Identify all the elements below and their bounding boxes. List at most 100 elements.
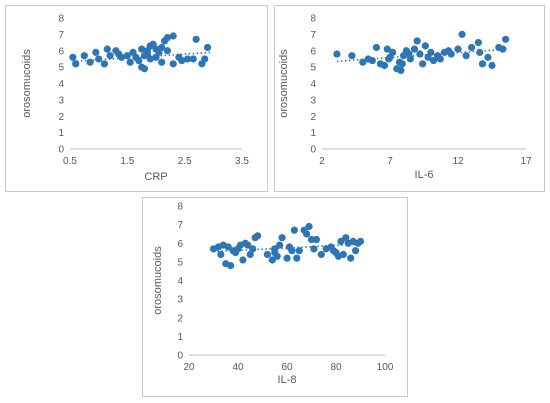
x-tick-label: 12: [452, 156, 464, 167]
data-point: [305, 222, 313, 231]
y-tick-label: 7: [310, 30, 316, 41]
y-tick-label: 8: [58, 14, 64, 25]
y-tick-label: 5: [58, 63, 64, 74]
data-point: [310, 245, 318, 253]
y-tick-label: 2: [177, 313, 183, 324]
x-tick-label: 100: [377, 362, 394, 373]
data-point: [348, 52, 356, 60]
data-point: [288, 247, 296, 255]
y-tick-label: 0: [177, 351, 183, 362]
data-point: [468, 43, 476, 52]
data-point: [383, 45, 391, 53]
y-tick-label: 6: [58, 46, 64, 57]
data-point: [95, 55, 103, 63]
data-point: [502, 35, 510, 43]
data-point: [416, 50, 424, 58]
data-point: [263, 250, 271, 259]
y-tick-label: 2: [58, 112, 64, 123]
data-point: [246, 250, 254, 259]
y-tick-label: 8: [177, 202, 183, 213]
chart-panel-il6: 0 1 2 3 4 5 6 7 8 2 7 12 17 IL-6 orosomucoids: [274, 5, 545, 192]
data-point: [204, 43, 212, 52]
data-point: [476, 48, 484, 56]
data-point: [317, 250, 325, 259]
x-tick-label: 17: [520, 156, 532, 167]
data-point: [342, 234, 350, 242]
y-tick-label: 6: [177, 239, 183, 250]
data-point: [380, 61, 389, 70]
data-point: [239, 256, 247, 264]
data-point: [454, 45, 462, 53]
x-axis-label: CRP: [144, 171, 167, 183]
x-tick-label: 7: [387, 156, 393, 167]
y-tick-label: 7: [58, 30, 64, 41]
data-point: [244, 241, 252, 249]
y-tick-label: 1: [58, 128, 64, 139]
data-point: [429, 56, 438, 65]
data-point: [126, 58, 134, 66]
data-point: [478, 60, 487, 68]
x-tick-label: 60: [281, 362, 293, 373]
x-tick-label: 3.5: [235, 156, 249, 167]
data-point: [100, 60, 108, 68]
data-point: [183, 55, 192, 63]
y-tick-label: 0: [310, 145, 316, 156]
data-point: [474, 38, 482, 47]
y-tick-label: 3: [58, 95, 64, 106]
data-point: [163, 34, 172, 42]
x-tick-label: 2: [319, 156, 325, 167]
y-tick-label: 2: [310, 112, 316, 123]
data-point: [372, 43, 380, 52]
data-point: [278, 234, 286, 242]
y-tick-label: 1: [310, 128, 316, 139]
data-point: [312, 235, 320, 244]
data-point: [421, 42, 429, 50]
chart-panel-crp: 0 1 2 3 4 5 6 7 8 0.5 1.5 2.5 3.5 CRP orosomucoids: [5, 5, 268, 192]
y-tick-label: 7: [177, 220, 183, 231]
y-tick-label: 8: [310, 14, 316, 25]
data-point: [106, 52, 114, 60]
y-tick-label: 4: [310, 79, 316, 90]
y-tick-label: 3: [310, 95, 316, 106]
y-tick-label: 0: [58, 145, 64, 156]
data-point: [290, 226, 298, 234]
data-point: [499, 45, 507, 53]
data-point: [368, 56, 376, 65]
data-point: [293, 254, 301, 262]
y-axis-label: orosomucoids: [152, 246, 164, 315]
data-point: [447, 50, 455, 58]
data-point: [484, 53, 492, 61]
data-point: [283, 254, 291, 262]
chart-il8: 0 1 2 3 4 5 6 7 8 20 40 60 80 100 IL-8 orosomucoids: [152, 202, 394, 387]
x-tick-label: 20: [183, 362, 195, 373]
x-tick-label: 1.5: [120, 156, 134, 167]
y-tick-label: 4: [58, 79, 64, 90]
data-point: [189, 55, 197, 63]
x-axis-label: IL-6: [415, 169, 434, 181]
data-point: [169, 60, 177, 68]
data-point: [295, 247, 303, 255]
data-point: [192, 35, 200, 43]
y-axis-label: orosomucoids: [21, 49, 33, 118]
data-point: [80, 52, 88, 60]
y-tick-label: 4: [177, 276, 183, 287]
data-point: [276, 241, 284, 249]
data-point: [118, 53, 126, 61]
data-point: [347, 254, 355, 262]
data-point: [224, 243, 232, 251]
x-tick-label: 40: [232, 362, 244, 373]
data-point: [458, 30, 466, 38]
data-point: [303, 230, 311, 238]
data-point: [249, 245, 257, 253]
data-point: [92, 48, 100, 56]
data-point: [217, 250, 225, 259]
data-point: [462, 52, 470, 60]
data-point: [146, 55, 154, 63]
trendline: [336, 48, 508, 63]
data-point: [178, 56, 186, 65]
x-axis-label: IL-8: [278, 374, 297, 386]
data-point: [413, 37, 421, 45]
data-point: [135, 56, 143, 65]
trendline: [213, 243, 361, 253]
